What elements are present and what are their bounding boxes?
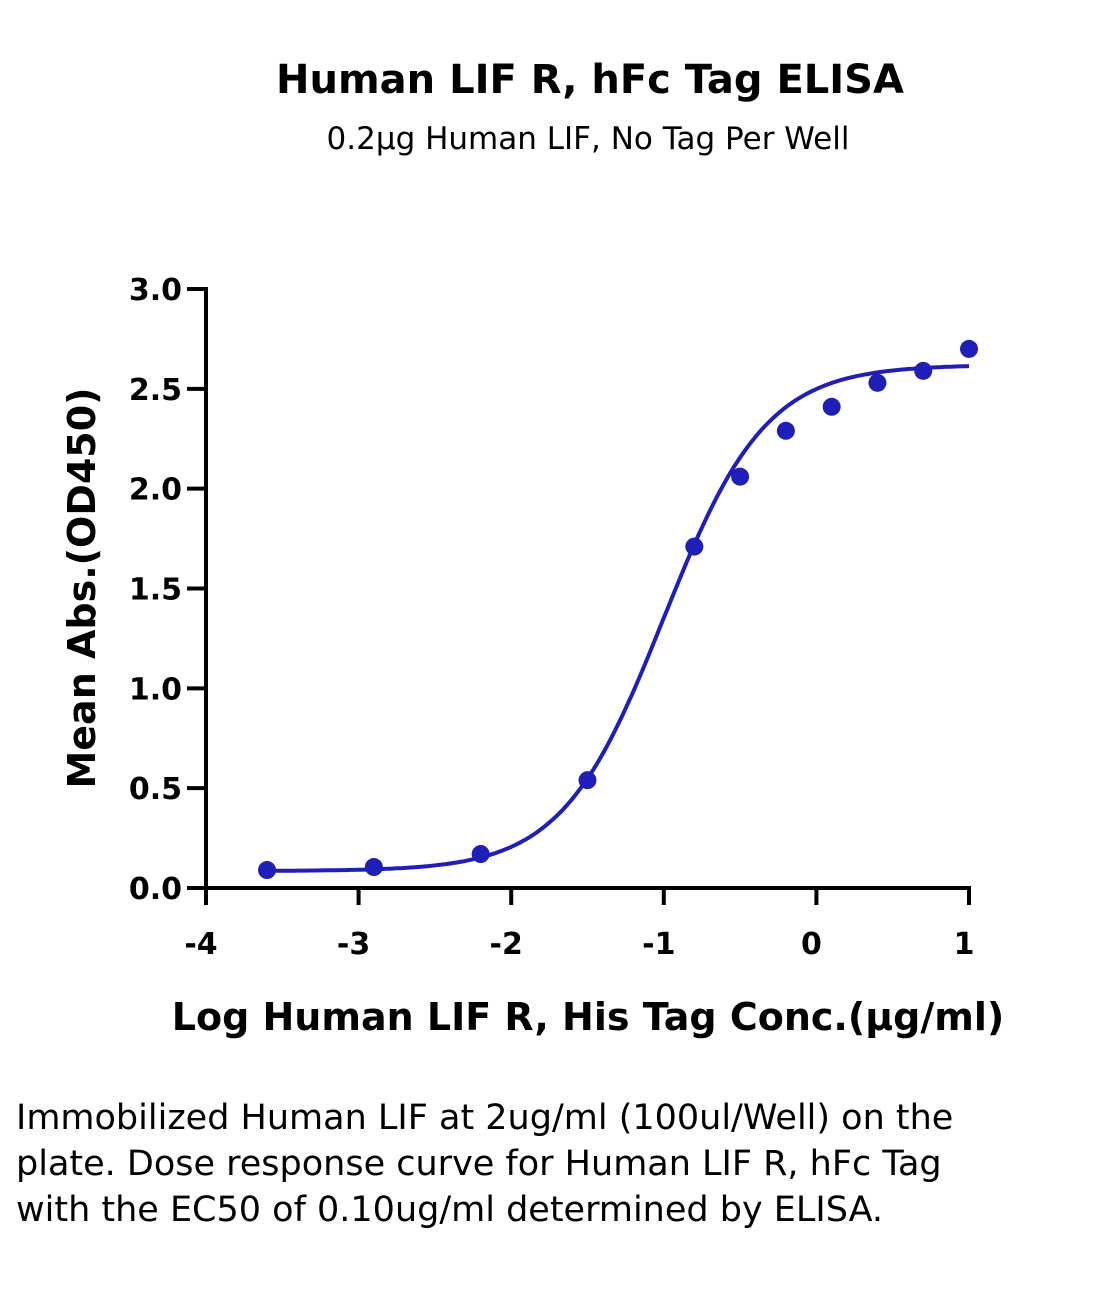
fit-curve	[267, 364, 970, 873]
y-tick-label: 0.5	[129, 772, 182, 807]
x-tick-label: -1	[642, 927, 675, 962]
x-tick-label: 0	[801, 927, 822, 962]
chart-title: Human LIF R, hFc Tag ELISA	[276, 57, 904, 103]
data-point	[578, 771, 597, 790]
data-point	[822, 397, 841, 416]
data-point	[960, 339, 978, 358]
chart-subtitle: 0.2μg Human LIF, No Tag Per Well	[327, 121, 850, 157]
data-point	[471, 845, 490, 864]
data-point	[776, 421, 795, 440]
y-tick-label: 0.0	[129, 872, 182, 907]
y-tick-label: 2.5	[129, 373, 182, 408]
y-tick-label: 1.0	[129, 672, 182, 707]
figure-caption: Immobilized Human LIF at 2ug/ml (100ul/W…	[16, 1098, 954, 1230]
x-tick-label: -2	[490, 927, 523, 962]
data-point	[258, 861, 277, 880]
y-tick-label: 1.5	[129, 573, 182, 608]
x-axis-label: Log Human LIF R, His Tag Conc.(μg/ml)	[172, 995, 1004, 1039]
y-tick-label: 2.0	[129, 473, 182, 508]
data-point	[914, 361, 933, 380]
y-ticks: 0.0 0.5 1.0 1.5 2.0 2.5 3.0	[129, 273, 206, 907]
y-tick-label: 3.0	[129, 273, 182, 308]
chart: Human LIF R, hFc Tag ELISA 0.2μg Human L…	[60, 57, 1004, 1039]
x-tick-label: -4	[184, 927, 217, 962]
data-point	[731, 467, 750, 486]
y-axis-label: Mean Abs.(OD450)	[60, 387, 104, 788]
data-point	[868, 373, 887, 392]
x-tick-label: -3	[337, 927, 370, 962]
data-point	[364, 858, 383, 877]
x-ticks: -4 -3 -2 -1 0 1	[184, 888, 974, 962]
data-point	[685, 537, 704, 556]
data-points	[258, 339, 978, 880]
x-tick-label: 1	[954, 927, 975, 962]
